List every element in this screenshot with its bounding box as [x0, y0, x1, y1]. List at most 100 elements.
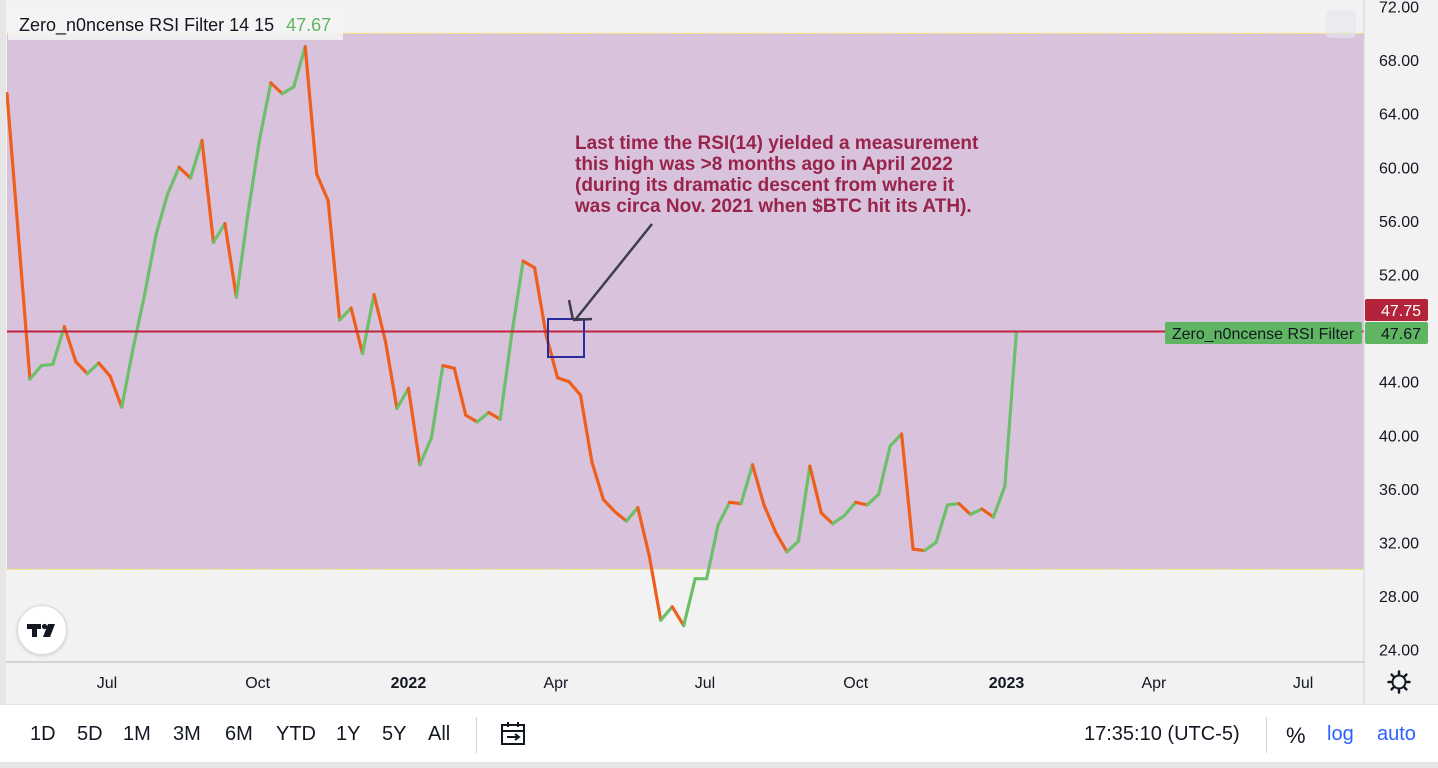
auto-scale-button[interactable]: auto: [1377, 723, 1416, 745]
log-scale-button[interactable]: log: [1327, 723, 1354, 745]
series-segment: [601, 498, 617, 514]
toolbar-separator: [476, 717, 477, 753]
series-segment: [62, 325, 78, 364]
screenshot-icon[interactable]: [1326, 10, 1356, 38]
series-segment: [716, 500, 732, 527]
crosshair-price-label: 47.75: [1365, 299, 1428, 321]
series-segment: [911, 547, 927, 553]
calendar-icon[interactable]: [500, 721, 528, 747]
series-segment: [108, 374, 124, 409]
price-tick-label: 40.00: [1379, 428, 1419, 445]
tradingview-logo-icon[interactable]: [17, 605, 67, 655]
range-1y-button[interactable]: 1Y: [336, 723, 361, 745]
series-segment: [739, 463, 755, 506]
time-tick-label: 2022: [391, 675, 427, 692]
series-segment: [74, 360, 89, 376]
percent-scale-button[interactable]: %: [1286, 723, 1306, 748]
series-segment: [246, 138, 261, 216]
series-segment: [154, 192, 170, 236]
series-segment: [338, 306, 353, 322]
range-ytd-button[interactable]: YTD: [276, 723, 316, 745]
series-segment: [934, 503, 950, 545]
annotation-line-4: was circa Nov. 2021 when $BTC hit its AT…: [574, 196, 972, 217]
series-segment: [555, 376, 571, 384]
indicator-legend[interactable]: Zero_n0ncense RSI Filter 14 15 47.67: [8, 10, 344, 40]
range-1m-button[interactable]: 1M: [123, 723, 151, 745]
price-tick-label: 56.00: [1379, 214, 1419, 231]
series-segment: [991, 484, 1007, 519]
range-5d-button[interactable]: 5D: [77, 723, 103, 745]
series-segment: [980, 507, 995, 519]
series-segment: [498, 333, 514, 421]
price-tick-label: 52.00: [1379, 268, 1419, 285]
series-segment: [464, 413, 479, 424]
bottom-toolbar: 1D 5D 1M 3M 6M YTD 1Y 5Y All 17:35:10 (U…: [0, 704, 1438, 763]
series-segment: [945, 502, 961, 507]
series-segment: [521, 259, 537, 270]
series-segment: [223, 221, 238, 299]
time-tick-label: Jul: [695, 675, 715, 692]
series-segment: [922, 540, 938, 553]
annotation-arrow: [567, 223, 653, 322]
time-axis[interactable]: Jul Oct 2022 Apr Jul Oct 2023 Apr Jul: [97, 675, 1314, 692]
series-segment: [292, 45, 307, 89]
series-segment: [406, 386, 422, 467]
series-segment: [257, 81, 273, 143]
series-segment: [773, 530, 789, 554]
range-1d-button[interactable]: 1D: [30, 723, 56, 745]
price-tick-label: 72.00: [1379, 0, 1419, 17]
price-tick-label: 64.00: [1379, 107, 1419, 124]
series-segment: [510, 259, 525, 337]
series-segment: [750, 463, 766, 507]
series-segment: [131, 293, 147, 350]
series-segment: [670, 605, 686, 628]
series-segment: [865, 492, 881, 507]
crosshair-value: 47.75: [1381, 303, 1421, 320]
time-tick-label: Oct: [843, 675, 868, 692]
series-segment: [705, 523, 720, 581]
series-segment: [177, 165, 193, 180]
series-segment: [819, 511, 835, 526]
series-segment: [360, 293, 376, 356]
series-segment: [441, 364, 456, 370]
time-tick-label: Jul: [1293, 675, 1313, 692]
series-segment: [624, 506, 640, 523]
toolbar-separator: [1266, 717, 1267, 753]
last-value: 47.67: [1381, 326, 1421, 343]
series-segment: [785, 539, 800, 554]
series-segment: [303, 45, 319, 176]
price-tick-label: 68.00: [1379, 53, 1419, 70]
series-segment: [532, 266, 548, 337]
series-segment: [727, 500, 743, 506]
series-segment: [590, 460, 606, 502]
series-segment: [831, 514, 846, 526]
gear-icon[interactable]: [1387, 670, 1411, 694]
price-tick-label: 44.00: [1379, 375, 1419, 392]
series-segment: [315, 172, 330, 203]
time-tick-label: Apr: [1141, 675, 1167, 692]
series-segment: [429, 364, 445, 440]
series-segment: [97, 361, 112, 378]
series-segment: [211, 221, 227, 244]
annotation-line-2: this high was >8 months ago in April 202…: [575, 154, 953, 175]
series-segment: [659, 605, 674, 622]
series-segment: [200, 138, 216, 244]
series-segment: [762, 503, 778, 534]
range-5y-button[interactable]: 5Y: [382, 723, 407, 745]
price-tick-label: 60.00: [1379, 160, 1419, 177]
series-segment: [957, 502, 973, 516]
range-all-button[interactable]: All: [428, 723, 451, 745]
time-tick-label: Apr: [543, 675, 569, 692]
time-tick-label: 2023: [989, 675, 1025, 692]
series-segment: [487, 410, 502, 421]
range-3m-button[interactable]: 3M: [173, 723, 201, 745]
series-segment: [877, 444, 892, 496]
clock-timezone-button[interactable]: 17:35:10 (UTC-5): [1084, 723, 1240, 745]
series-segment: [613, 510, 628, 523]
range-6m-button[interactable]: 6M: [225, 723, 253, 745]
price-tick-label: 24.00: [1379, 643, 1419, 660]
series-segment: [968, 507, 984, 516]
series-segment: [842, 500, 858, 518]
series-segment: [383, 339, 399, 411]
